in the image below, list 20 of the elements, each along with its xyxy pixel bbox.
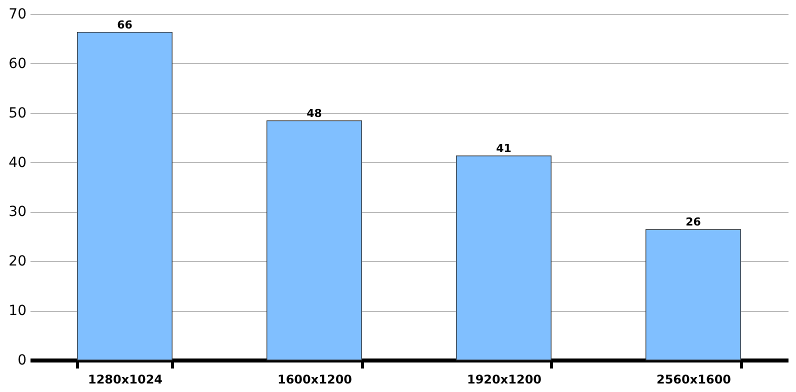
- y-tick-label: 30: [8, 204, 26, 220]
- bar: [456, 156, 552, 360]
- data-label: 66: [117, 18, 133, 32]
- y-tick-label: 50: [8, 105, 26, 122]
- data-label: 48: [306, 106, 322, 120]
- x-tick-label: 1600x1200: [277, 372, 352, 386]
- data-label: 26: [686, 216, 702, 229]
- y-tick-label: 0: [18, 352, 26, 368]
- bar: [646, 229, 741, 360]
- bar: [266, 120, 362, 360]
- x-tick-label: 1280x1024: [88, 372, 163, 386]
- y-tick-label: 40: [8, 154, 26, 171]
- y-tick-label: 20: [8, 254, 26, 270]
- bar: [77, 32, 172, 360]
- y-tick-label: 70: [8, 6, 26, 22]
- x-tick-label: 2560x1600: [656, 372, 732, 386]
- y-tick-label: 10: [8, 303, 26, 320]
- data-label: 41: [496, 142, 512, 155]
- y-tick-label: 60: [8, 56, 26, 72]
- x-tick-label: 1920x1200: [466, 372, 542, 386]
